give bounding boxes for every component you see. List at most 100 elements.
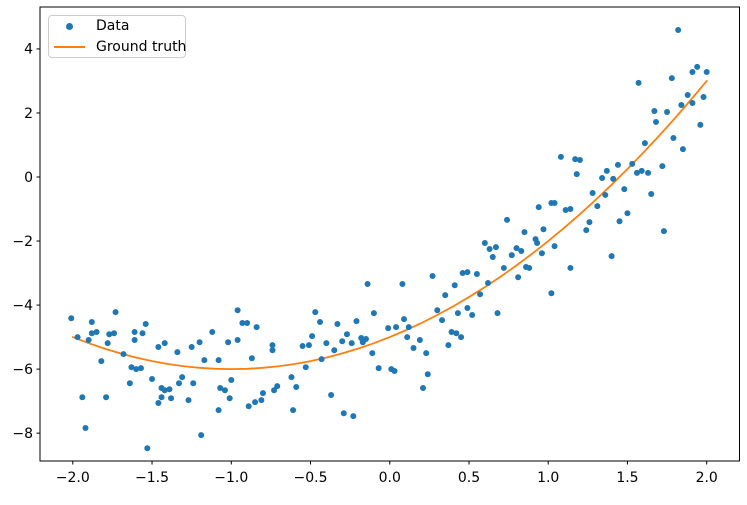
data-point xyxy=(196,339,203,346)
data-point xyxy=(166,386,173,393)
data-point xyxy=(573,171,580,178)
data-point xyxy=(111,330,118,337)
data-point xyxy=(602,191,609,198)
data-point xyxy=(244,320,251,327)
data-point xyxy=(88,319,95,326)
data-point xyxy=(317,319,324,326)
data-point xyxy=(369,350,376,357)
data-point xyxy=(448,328,455,335)
data-point xyxy=(258,397,265,404)
data-point xyxy=(442,292,449,299)
data-point xyxy=(638,167,645,174)
data-point xyxy=(586,219,593,226)
data-point xyxy=(234,307,241,314)
data-point xyxy=(500,264,507,271)
data-point xyxy=(269,347,276,354)
x-tick-label: −0.5 xyxy=(294,470,328,486)
data-point xyxy=(103,394,110,401)
data-point xyxy=(348,340,355,347)
data-point xyxy=(684,92,691,99)
data-point xyxy=(641,140,648,147)
data-point xyxy=(486,246,493,253)
data-point xyxy=(106,331,113,338)
data-point xyxy=(149,376,156,383)
data-point xyxy=(144,445,151,452)
x-tick-label: 1.0 xyxy=(537,470,559,486)
legend-item-ground-truth: Ground truth xyxy=(54,38,187,57)
x-tick-label: −2.0 xyxy=(56,470,90,486)
data-point xyxy=(293,384,300,391)
data-point xyxy=(128,364,135,371)
data-point xyxy=(513,245,520,252)
data-point xyxy=(477,291,484,298)
data-point xyxy=(131,328,138,335)
data-point xyxy=(188,344,195,351)
data-point xyxy=(548,290,555,297)
data-point xyxy=(534,239,541,246)
legend-item-data: Data xyxy=(54,17,185,36)
data-point xyxy=(120,351,127,358)
legend-label-ground-truth: Ground truth xyxy=(96,39,187,55)
legend: Data Ground truth xyxy=(48,15,186,58)
data-point xyxy=(239,320,246,327)
data-point xyxy=(401,316,408,323)
data-point xyxy=(391,368,398,375)
data-point xyxy=(131,336,138,343)
data-point xyxy=(161,387,168,394)
data-point xyxy=(557,153,564,160)
data-point xyxy=(328,392,335,399)
data-point xyxy=(209,328,216,335)
data-point xyxy=(305,342,312,349)
data-point xyxy=(608,253,615,260)
data-point xyxy=(161,340,168,347)
data-point xyxy=(175,380,182,387)
data-point xyxy=(139,330,146,337)
data-point xyxy=(464,269,471,276)
data-point xyxy=(538,250,545,257)
data-point xyxy=(74,334,81,341)
data-point xyxy=(583,227,590,234)
data-point xyxy=(703,68,710,75)
y-tick-label: −8 xyxy=(12,426,33,442)
data-point xyxy=(464,304,471,311)
data-point xyxy=(362,336,369,343)
data-point xyxy=(228,376,235,383)
data-point xyxy=(375,365,382,372)
data-point xyxy=(350,413,357,420)
data-point xyxy=(423,350,430,357)
data-point xyxy=(459,270,466,277)
data-point xyxy=(652,118,659,125)
data-point xyxy=(526,264,533,271)
ground-truth-line-icon xyxy=(54,46,85,48)
data-point xyxy=(259,390,266,397)
data-point xyxy=(697,121,704,128)
data-point xyxy=(668,75,675,82)
data-point xyxy=(660,228,667,235)
data-point xyxy=(234,336,241,343)
data-point xyxy=(174,349,181,356)
data-point xyxy=(290,407,297,414)
data-point xyxy=(88,330,95,337)
data-point xyxy=(469,312,476,319)
y-tick-label: −2 xyxy=(12,234,33,250)
x-tick-label: 2.0 xyxy=(696,470,718,486)
data-point xyxy=(689,100,696,107)
data-point xyxy=(614,161,621,168)
legend-label-data: Data xyxy=(96,18,130,34)
data-point xyxy=(567,264,574,271)
data-point xyxy=(494,310,501,317)
data-point xyxy=(589,190,596,197)
data-point xyxy=(364,280,371,287)
x-tick-label: −1.5 xyxy=(135,470,169,486)
data-point xyxy=(603,167,610,174)
data-point xyxy=(679,146,686,153)
data-point xyxy=(453,330,460,337)
legend-handle-ground-truth xyxy=(54,46,85,48)
data-point xyxy=(399,280,406,287)
y-tick-label: 2 xyxy=(24,106,33,122)
x-tick-label: 1.5 xyxy=(616,470,638,486)
data-point xyxy=(458,334,465,341)
data-point xyxy=(68,315,75,322)
